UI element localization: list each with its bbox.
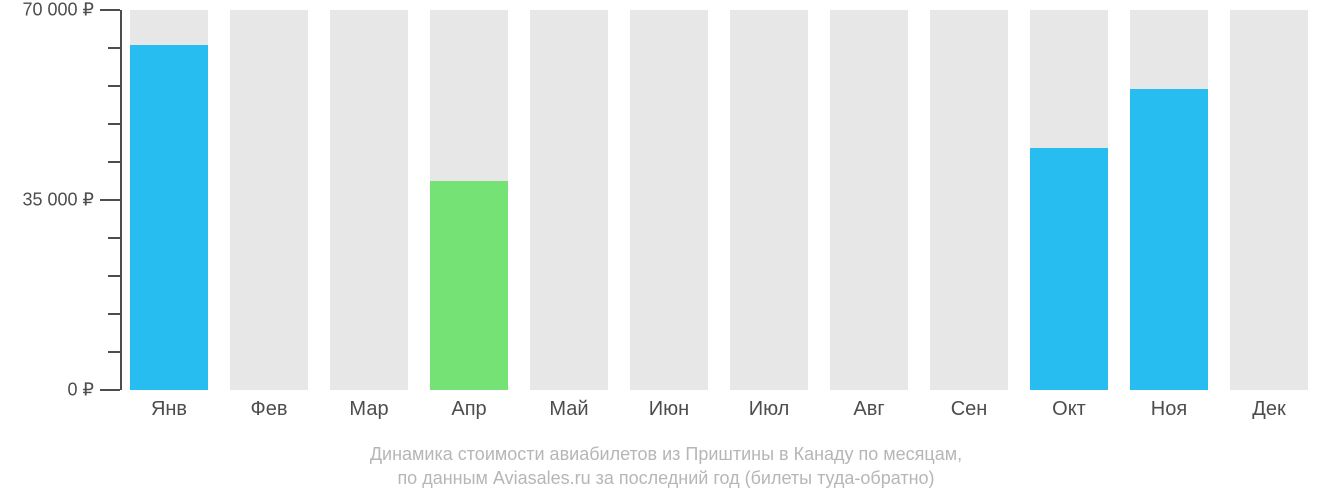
- bar-slot: [630, 10, 708, 390]
- caption-line-2: по данным Aviasales.ru за последний год …: [0, 466, 1332, 490]
- bar-background: [530, 10, 608, 390]
- plot-area: [120, 10, 1320, 390]
- bar-background: [230, 10, 308, 390]
- x-tick-label: Авг: [853, 398, 884, 421]
- bar-slot: [530, 10, 608, 390]
- caption-line-1: Динамика стоимости авиабилетов из Пришти…: [0, 442, 1332, 466]
- bar-slot: [1030, 10, 1108, 390]
- bar-value: [1030, 148, 1108, 390]
- x-tick-label: Май: [549, 398, 588, 421]
- bar-slot: [430, 10, 508, 390]
- bar-background: [630, 10, 708, 390]
- bar-slot: [130, 10, 208, 390]
- x-tick-label: Ноя: [1151, 398, 1187, 421]
- bar-slot: [830, 10, 908, 390]
- bar-value: [1130, 89, 1208, 390]
- y-minor-tick: [108, 161, 120, 163]
- x-tick-label: Янв: [151, 398, 187, 421]
- y-minor-tick: [108, 313, 120, 315]
- y-tick-label: 0 ₽: [68, 380, 94, 401]
- bar-value: [430, 181, 508, 390]
- x-tick-label: Дек: [1252, 398, 1285, 421]
- y-minor-tick: [108, 275, 120, 277]
- x-tick-label: Фев: [251, 398, 288, 421]
- bar-background: [330, 10, 408, 390]
- bar-background: [830, 10, 908, 390]
- bar-background: [1230, 10, 1308, 390]
- bars-group: [120, 10, 1320, 390]
- bar-slot: [730, 10, 808, 390]
- x-tick-label: Мар: [349, 398, 388, 421]
- y-minor-tick: [108, 47, 120, 49]
- x-tick-label: Апр: [451, 398, 486, 421]
- y-tick-label: 70 000 ₽: [22, 0, 94, 21]
- bar-slot: [1230, 10, 1308, 390]
- y-minor-tick: [108, 85, 120, 87]
- x-tick-label: Июн: [649, 398, 689, 421]
- price-by-month-chart: 0 ₽ 35 000 ₽ 70 000 ₽ Янв Фев Мар Апр Май Июн Ию…: [0, 0, 1332, 502]
- y-tick-label: 35 000 ₽: [22, 190, 94, 211]
- y-minor-tick: [108, 237, 120, 239]
- x-tick-label: Июл: [749, 398, 790, 421]
- x-tick-label: Сен: [951, 398, 988, 421]
- y-major-tick: [100, 9, 120, 11]
- bar-slot: [930, 10, 1008, 390]
- bar-slot: [1130, 10, 1208, 390]
- chart-caption: Динамика стоимости авиабилетов из Пришти…: [0, 442, 1332, 491]
- bar-slot: [230, 10, 308, 390]
- bar-background: [930, 10, 1008, 390]
- y-major-tick: [100, 199, 120, 201]
- x-tick-label: Окт: [1052, 398, 1086, 421]
- bar-background: [730, 10, 808, 390]
- y-minor-tick: [108, 351, 120, 353]
- y-major-tick: [100, 389, 120, 391]
- bar-slot: [330, 10, 408, 390]
- y-minor-tick: [108, 123, 120, 125]
- bar-value: [130, 45, 208, 390]
